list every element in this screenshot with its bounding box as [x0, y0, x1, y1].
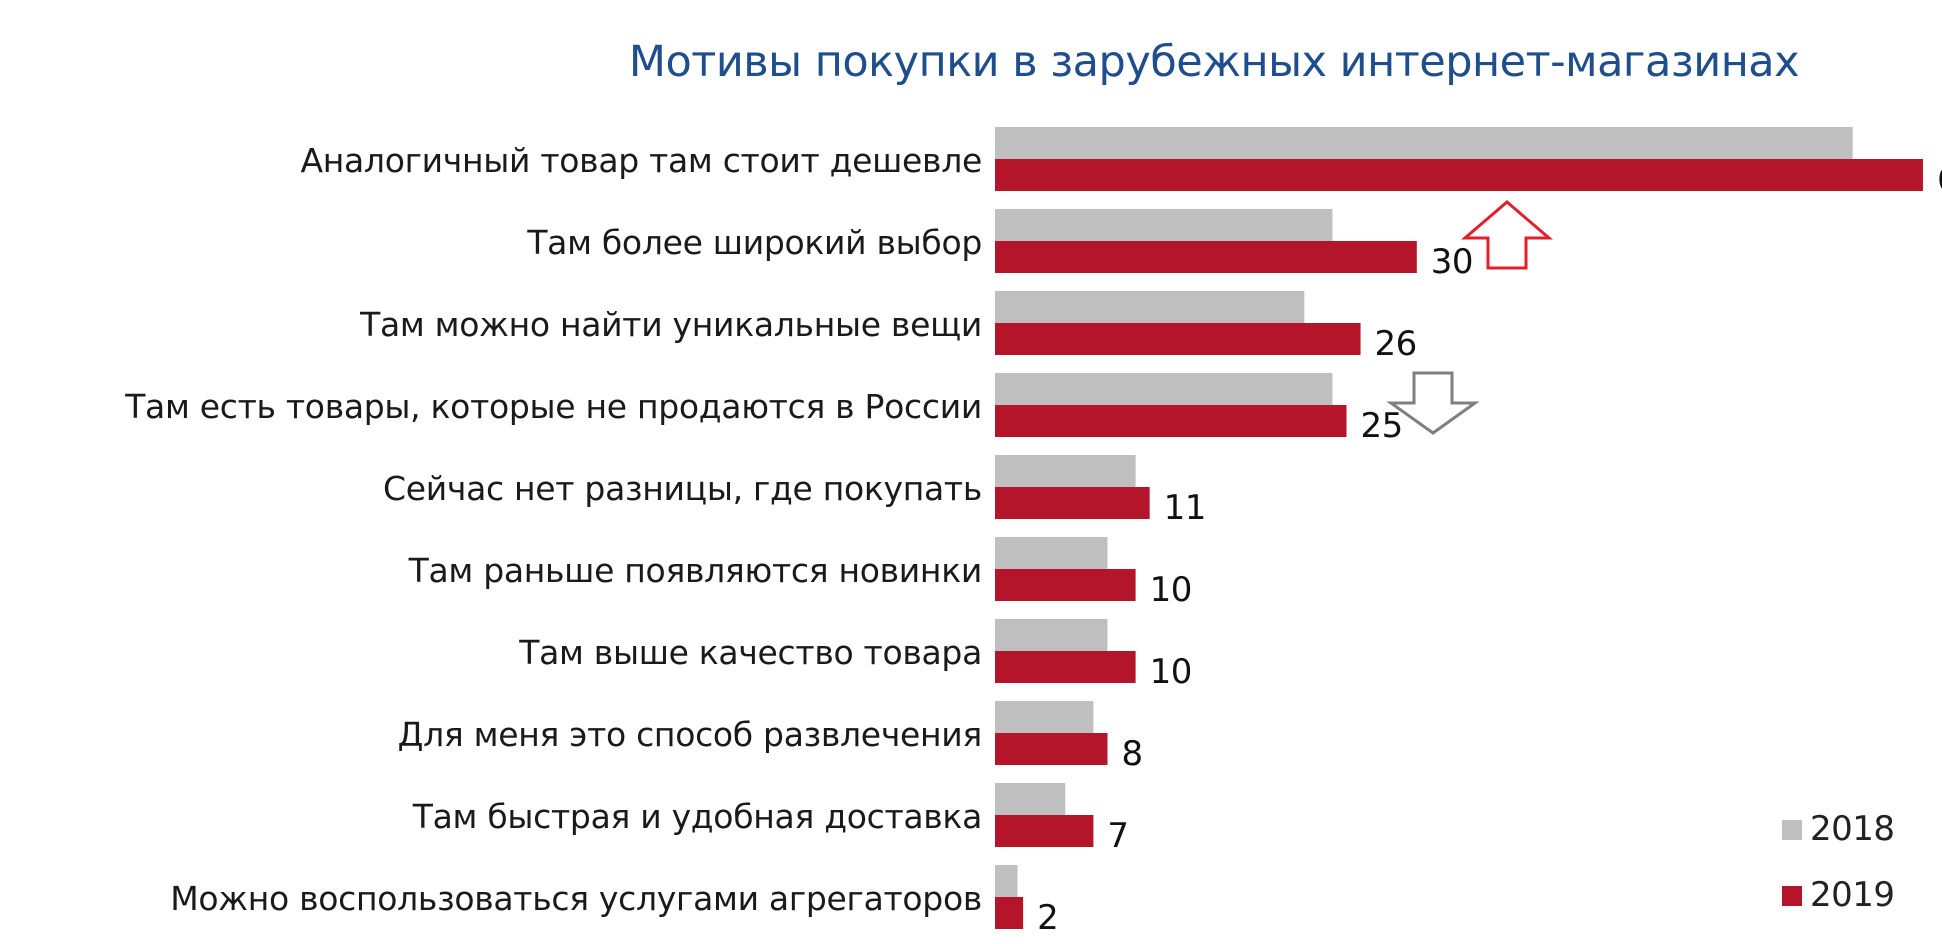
bar-2019	[995, 733, 1108, 765]
data-label-2019: 30	[1431, 242, 1473, 282]
bar-2019	[995, 323, 1361, 355]
data-label-2019: 66	[1937, 160, 1942, 200]
bar-2018	[995, 291, 1305, 323]
bar-2019	[995, 569, 1136, 601]
bar-2018	[995, 865, 1018, 897]
bar-2018	[995, 537, 1108, 569]
legend-swatch-2019	[1782, 886, 1802, 906]
bar-2018	[995, 455, 1136, 487]
arrow-up-icon	[1460, 200, 1554, 270]
category-label: Сейчас нет разницы, где покупать	[383, 469, 982, 508]
data-label-2019: 25	[1361, 406, 1403, 446]
category-label: Там можно найти уникальные вещи	[359, 305, 982, 344]
data-label-2019: 26	[1375, 324, 1417, 364]
legend-swatch-2018	[1782, 820, 1802, 840]
data-label-2019: 10	[1150, 570, 1192, 610]
data-label-2019: 7	[1107, 816, 1128, 856]
data-label-2019: 10	[1150, 652, 1192, 692]
legend-label-2018: 2018	[1810, 809, 1895, 849]
bar-2019	[995, 487, 1150, 519]
category-label: Там раньше появляются новинки	[408, 551, 982, 590]
category-label: Там более широкий выбор	[526, 223, 982, 262]
labels-layer: Аналогичный товар там стоит дешевле 66 Там…	[124, 141, 1942, 938]
chart-title: Мотивы покупки в зарубежных интернет-маг…	[629, 37, 1799, 87]
bar-2018	[995, 783, 1066, 815]
bar-2019	[995, 405, 1347, 437]
arrow-down-icon	[1386, 371, 1480, 435]
category-label: Для меня это способ развлечения	[398, 715, 982, 754]
bar-2018	[995, 209, 1333, 241]
bar-2019	[995, 159, 1923, 191]
annotations-layer	[1386, 200, 1554, 435]
bar-2018	[995, 127, 1853, 159]
category-label: Там выше качество товара	[518, 633, 982, 672]
data-label-2019: 11	[1164, 488, 1206, 528]
category-label: Можно воспользоваться услугами агрегатор…	[170, 879, 982, 918]
legend: 2018 2019	[1782, 809, 1895, 915]
bar-2019	[995, 241, 1417, 273]
category-label: Там есть товары, которые не продаются в …	[124, 387, 982, 426]
data-label-2019: 2	[1037, 898, 1058, 938]
bar-2018	[995, 701, 1094, 733]
bars-layer	[995, 127, 1923, 929]
bar-2019	[995, 815, 1094, 847]
data-label-2019: 8	[1121, 734, 1142, 774]
category-label: Там быстрая и удобная доставка	[412, 797, 982, 836]
legend-label-2019: 2019	[1810, 875, 1895, 915]
category-label: Аналогичный товар там стоит дешевле	[300, 141, 982, 180]
bar-2018	[995, 373, 1333, 405]
bar-2019	[995, 897, 1024, 929]
bar-2019	[995, 651, 1136, 683]
bar-2018	[995, 619, 1108, 651]
